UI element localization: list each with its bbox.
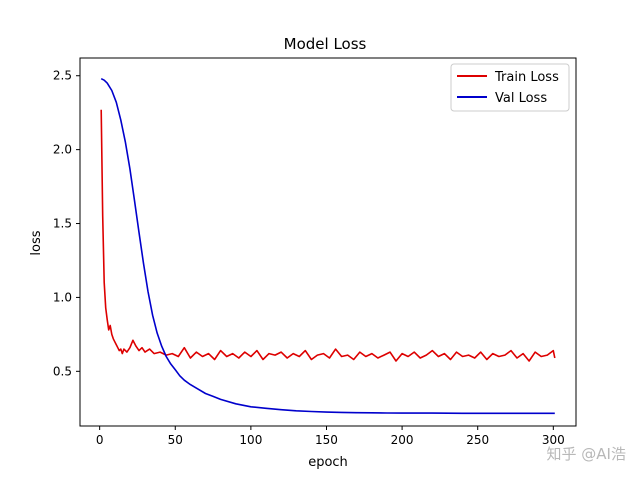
watermark: 知乎 @AI浩 — [546, 445, 626, 463]
train-loss-line — [100, 109, 556, 362]
legend-val-label: Val Loss — [495, 91, 547, 106]
y-axis: 0.5 1.0 1.5 2.0 2.5 — [53, 69, 80, 378]
x-tick-label: 200 — [391, 433, 414, 447]
y-axis-label: loss — [29, 230, 44, 255]
x-tick-label: 250 — [466, 433, 489, 447]
x-tick-label: 0 — [96, 433, 104, 447]
chart-title: Model Loss — [284, 35, 367, 53]
plot-area — [79, 57, 577, 427]
x-axis-label: epoch — [308, 455, 348, 470]
x-tick-label: 100 — [239, 433, 262, 447]
legend-train-label: Train Loss — [494, 70, 559, 85]
y-tick-label: 0.5 — [53, 364, 72, 378]
series-layer — [100, 77, 556, 415]
x-axis: 0 50 100 150 200 250 300 — [96, 426, 565, 447]
x-tick-label: 150 — [315, 433, 338, 447]
y-tick-label: 2.5 — [53, 69, 72, 83]
y-tick-label: 2.0 — [53, 143, 72, 157]
y-tick-label: 1.0 — [53, 290, 72, 304]
legend: Train Loss Val Loss — [450, 63, 570, 112]
x-tick-label: 300 — [542, 433, 565, 447]
x-tick-label: 50 — [168, 433, 183, 447]
val-loss-line — [100, 77, 555, 415]
y-tick-label: 1.5 — [53, 217, 72, 231]
